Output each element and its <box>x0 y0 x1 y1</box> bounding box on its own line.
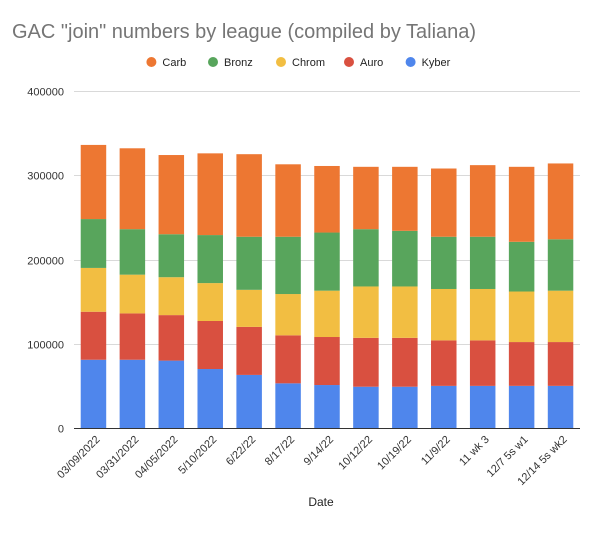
bar-auro-9-14-22 <box>314 337 340 386</box>
bar-carb-10-12-22 <box>353 166 379 230</box>
bar-kyber-8-17-22 <box>275 383 301 428</box>
bar-chrom-8-17-22 <box>275 294 301 336</box>
bar-bronz-10-19-22 <box>392 230 418 287</box>
bar-carb-03-31-2022 <box>119 148 146 230</box>
bar-auro-11-wk-3 <box>469 340 496 386</box>
bar-bronz-8-17-22 <box>275 236 301 295</box>
x-tick-label: 11/9/22 <box>419 434 453 468</box>
x-tick-label: 9/14/22 <box>302 434 336 468</box>
legend-swatch-chrom <box>276 57 286 67</box>
bars <box>80 144 574 429</box>
bar-carb-5-10-2022 <box>197 153 223 236</box>
bar-kyber-04-05-2022 <box>158 360 185 428</box>
bar-bronz-03-31-2022 <box>119 229 146 275</box>
y-tick-label: 300000 <box>27 171 64 183</box>
bar-auro-10-12-22 <box>353 337 379 387</box>
legend-label-carb: Carb <box>162 57 186 69</box>
legend-swatch-auro <box>344 57 354 67</box>
bar-carb-8-17-22 <box>275 164 301 237</box>
bar-auro-10-19-22 <box>392 337 418 387</box>
bar-chrom-9-14-22 <box>314 290 340 338</box>
bar-bronz-9-14-22 <box>314 232 340 291</box>
bar-bronz-12-7-5s-w1 <box>508 241 535 292</box>
bar-auro-12-7-5s-w1 <box>508 342 535 386</box>
x-tick-label: 5/10/2022 <box>176 434 219 477</box>
bar-kyber-10-12-22 <box>353 386 379 428</box>
legend-label-auro: Auro <box>360 57 383 69</box>
bar-chrom-03-31-2022 <box>119 274 146 314</box>
y-tick-label: 200000 <box>27 256 64 268</box>
x-tick-label: 10/12/22 <box>336 434 375 473</box>
y-tick-label: 400000 <box>27 87 64 99</box>
bar-chrom-11-9-22 <box>431 288 457 341</box>
bar-auro-11-9-22 <box>431 340 457 386</box>
legend-swatch-carb <box>146 57 157 67</box>
bar-kyber-11-wk-3 <box>469 385 496 429</box>
bar-chrom-11-wk-3 <box>469 288 496 341</box>
x-tick-label: 6/22/22 <box>224 434 258 468</box>
legend: Carb Bronz Chrom Auro Kyber <box>146 57 451 69</box>
bar-carb-11-9-22 <box>431 168 457 237</box>
bar-kyber-11-9-22 <box>431 385 457 429</box>
bar-chrom-6-22-22 <box>236 289 262 327</box>
bar-bronz-6-22-22 <box>236 236 262 290</box>
bar-kyber-10-19-22 <box>392 386 418 428</box>
bar-carb-6-22-22 <box>236 154 262 237</box>
x-tick-label: 10/19/22 <box>375 434 414 473</box>
bar-bronz-12-14-5s-wk2 <box>547 239 574 291</box>
bar-kyber-12-14-5s-wk2 <box>547 385 574 429</box>
bar-bronz-5-10-2022 <box>197 235 223 284</box>
bar-chrom-10-19-22 <box>392 286 418 338</box>
bar-chrom-04-05-2022 <box>158 277 185 316</box>
bar-kyber-03-31-2022 <box>119 359 146 428</box>
bar-chrom-5-10-2022 <box>197 283 223 321</box>
bar-carb-03-09-2022 <box>80 144 107 220</box>
chart-title: GAC "join" numbers by league (compiled b… <box>12 21 476 43</box>
bar-bronz-11-9-22 <box>431 236 457 289</box>
y-axis-tick-labels: 0 100000 200000 300000 400000 <box>27 87 64 436</box>
legend-label-kyber: Kyber <box>422 57 451 69</box>
legend-swatch-bronz <box>208 57 218 67</box>
bar-bronz-04-05-2022 <box>158 234 185 278</box>
bar-auro-12-14-5s-wk2 <box>547 342 574 386</box>
bar-carb-10-19-22 <box>392 166 418 231</box>
bar-bronz-03-09-2022 <box>80 219 107 268</box>
x-tick-label: 11 wk 3 <box>457 434 492 469</box>
legend-label-bronz: Bronz <box>224 57 253 69</box>
bar-bronz-10-12-22 <box>353 229 379 287</box>
bar-carb-9-14-22 <box>314 165 340 233</box>
bar-bronz-11-wk-3 <box>469 236 496 289</box>
bar-kyber-12-7-5s-w1 <box>508 385 535 429</box>
bar-kyber-5-10-2022 <box>197 369 223 428</box>
bar-chrom-10-12-22 <box>353 286 379 338</box>
y-tick-label: 100000 <box>27 340 64 352</box>
y-tick-label: 0 <box>58 424 64 436</box>
bar-auro-03-31-2022 <box>119 313 146 360</box>
bar-auro-6-22-22 <box>236 326 262 375</box>
bar-auro-5-10-2022 <box>197 321 223 370</box>
bar-carb-12-7-5s-w1 <box>508 166 535 242</box>
legend-label-chrom: Chrom <box>292 57 325 69</box>
bar-auro-03-09-2022 <box>80 311 107 360</box>
bar-carb-11-wk-3 <box>469 165 496 237</box>
bar-kyber-6-22-22 <box>236 374 262 428</box>
bar-chrom-12-14-5s-wk2 <box>547 290 574 343</box>
legend-swatch-kyber <box>405 57 416 67</box>
x-tick-label: 8/17/22 <box>263 434 297 468</box>
bar-kyber-9-14-22 <box>314 385 340 428</box>
x-axis-title: Date <box>308 495 334 509</box>
bar-auro-04-05-2022 <box>158 315 185 361</box>
bar-auro-8-17-22 <box>275 335 301 384</box>
bar-kyber-03-09-2022 <box>80 359 107 428</box>
bar-carb-12-14-5s-wk2 <box>547 163 574 240</box>
bar-chrom-03-09-2022 <box>80 267 107 312</box>
bar-chrom-12-7-5s-w1 <box>508 291 535 343</box>
bar-carb-04-05-2022 <box>158 155 185 235</box>
